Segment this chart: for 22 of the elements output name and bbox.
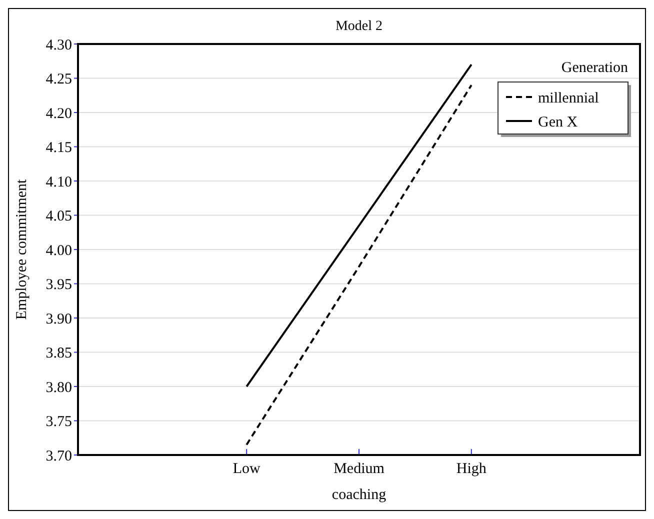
- y-tick-label: 3.90: [46, 311, 72, 328]
- legend-title: Generation: [561, 60, 628, 76]
- y-tick-label: 3.80: [46, 380, 72, 396]
- x-tick-label: High: [456, 461, 487, 477]
- y-tick-label: 4.15: [46, 140, 72, 156]
- y-tick-label: 3.70: [46, 448, 72, 464]
- x-axis-title: coaching: [332, 487, 387, 503]
- legend-label: millennial: [538, 90, 599, 106]
- y-tick-label: 3.75: [46, 414, 72, 430]
- x-tick-label: Medium: [334, 461, 385, 477]
- x-tick-label: Low: [232, 461, 261, 477]
- legend-label: Gen X: [538, 114, 578, 130]
- chart-title: Model 2: [335, 19, 383, 34]
- y-tick-label: 3.95: [46, 277, 72, 293]
- y-tick-label: 4.00: [46, 242, 72, 259]
- y-tick-label: 4.10: [46, 174, 72, 190]
- y-tick-label: 4.30: [46, 37, 72, 54]
- y-axis-title: Employee commitment: [14, 178, 30, 320]
- y-tick-label: 4.05: [46, 208, 72, 224]
- y-tick-label: 4.25: [46, 72, 72, 88]
- y-tick-label: 4.20: [46, 106, 72, 122]
- y-tick-label: 3.85: [46, 346, 72, 362]
